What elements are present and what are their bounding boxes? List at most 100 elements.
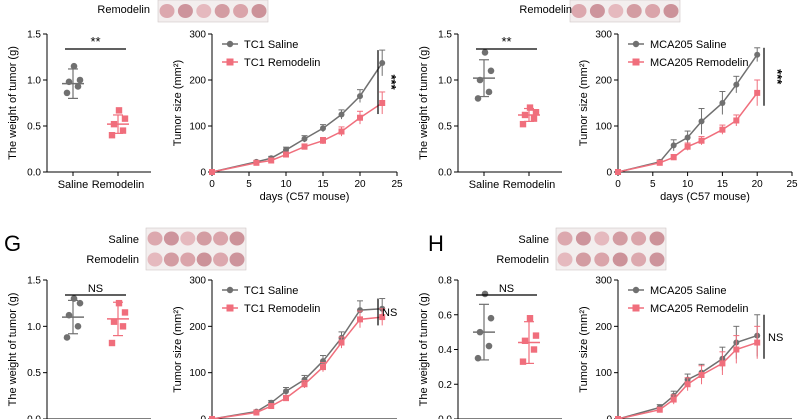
tumor-specimen [608,4,624,18]
panel-H: H Saline Remodelin 0.0 0.2 0.4 0.6 0.8 The weigh… [418,227,792,419]
tumor-specimen [196,231,212,246]
significance-label: *** [770,69,785,85]
tumor-specimen [626,4,642,18]
legend-marker [226,40,234,48]
data-point-saline [684,134,691,141]
tumor-photo [145,227,247,271]
data-point-saline [63,334,71,341]
legend-label: TC1 Saline [244,285,298,297]
legend-label: MCA205 Saline [650,39,726,51]
data-point-remodelin [115,299,123,307]
y-axis-label: The weight of tumor (g) [418,46,430,160]
series-line-saline [211,307,383,419]
data-point-saline [74,323,82,330]
legend-label: MCA205 Saline [650,285,726,297]
tumor-specimen [612,252,628,267]
data-point-saline [65,78,73,86]
y-tick-label: 100 [189,368,206,379]
growth-line-chart: 0 100 200 300 0 5 10 15 20 25 days (C57 mouse) Tumo… [172,30,403,204]
data-point-remodelin [698,371,705,378]
x-tick-label: 5 [650,179,656,190]
y-axis-label: The weight of tumor (g) [7,293,19,407]
y-tick-label: 0.0 [438,415,452,419]
data-point-remodelin [338,128,345,135]
y-tick-label: 0.8 [438,276,452,287]
data-point-remodelin [719,360,726,367]
tumor-specimen [213,252,229,267]
y-tick-label: 0.0 [27,168,41,179]
data-point-remodelin [521,337,529,345]
data-point-remodelin [733,346,740,353]
y-tick-label: 1.0 [27,322,41,333]
legend-marker [632,286,640,294]
data-point-saline [283,388,289,395]
data-point-remodelin [338,339,345,346]
data-point-saline [476,328,484,336]
legend: TC1 Saline TC1 Remodelin [222,39,320,69]
panel-E: Remodelin 0.0 0.5 1.0 1.5 The weight of tumor… [7,0,403,203]
tumor-specimen [594,252,610,267]
series-line-remodelin [211,316,383,419]
tumor-specimen [163,252,179,267]
data-point-saline [70,62,78,70]
growth-line-chart: 0 100 200 300 0 5 10 15 20 25 days (C57 mouse) Tumo… [578,30,798,204]
tumor-specimen [180,231,196,246]
legend: MCA205 Saline MCA205 Remodelin [628,39,748,69]
data-point-remodelin [115,107,123,114]
y-tick-label: 1.0 [27,76,41,87]
y-axis-label: The weight of tumor (g) [418,293,430,407]
data-point-remodelin [121,309,129,316]
data-point-saline [719,100,726,106]
data-point-remodelin [719,126,726,133]
data-point-remodelin [615,416,621,419]
x-tick-label: 0 [615,179,621,190]
x-tick-label: 15 [317,179,329,190]
data-point-saline [63,89,71,97]
panel-G: G Saline Remodelin 0.0 0.5 1.0 1.5 The weight o… [4,227,397,419]
data-point-remodelin [108,339,116,347]
data-point-saline [487,314,495,322]
legend-marker [632,304,640,312]
data-point-remodelin [209,416,215,419]
tumor-specimen [196,4,212,18]
data-point-remodelin [357,114,363,121]
y-tick-label: 0.5 [27,368,41,379]
data-point-saline [485,342,493,350]
growth-line-chart: 0100200300Tumor size (mm²)TC1 SalineTC1 … [172,276,397,419]
growth-line-chart: 0100200300Tumor size (mm²)MCA205 SalineM… [578,276,792,419]
x-tick-label: 15 [717,179,729,190]
legend-label: TC1 Remodelin [244,57,320,69]
data-point-saline [70,295,78,302]
data-point-saline [733,81,740,88]
tumor-specimen [163,231,179,246]
data-point-remodelin [108,132,116,139]
y-tick-label: 0.6 [438,310,452,321]
data-point-remodelin [670,154,677,161]
y-tick-label: 1.5 [27,30,41,41]
y-tick-label: 0.5 [438,122,452,133]
photo-background [555,227,667,271]
data-point-saline [481,49,489,56]
data-point-saline [338,111,345,118]
significance-label: NS [768,332,783,344]
data-point-remodelin [268,157,275,164]
data-point-remodelin [283,395,289,402]
data-point-remodelin [253,159,260,166]
legend: TC1 Saline TC1 Remodelin [222,285,320,315]
tumor-specimen [147,252,163,267]
x-tick-label: 20 [354,179,366,190]
y-tick-label: 0 [606,415,612,419]
y-tick-label: 100 [595,122,612,133]
data-point-remodelin [379,100,386,106]
x-tick-label: Saline [58,179,89,191]
tumor-specimen [180,252,196,267]
x-tick-label: 25 [786,179,798,190]
y-axis-label: Tumor size (mm²) [578,306,590,392]
legend-marker [226,58,234,66]
photo-background [145,227,247,271]
x-tick-label: Saline [469,179,500,191]
data-point-saline [476,76,484,84]
